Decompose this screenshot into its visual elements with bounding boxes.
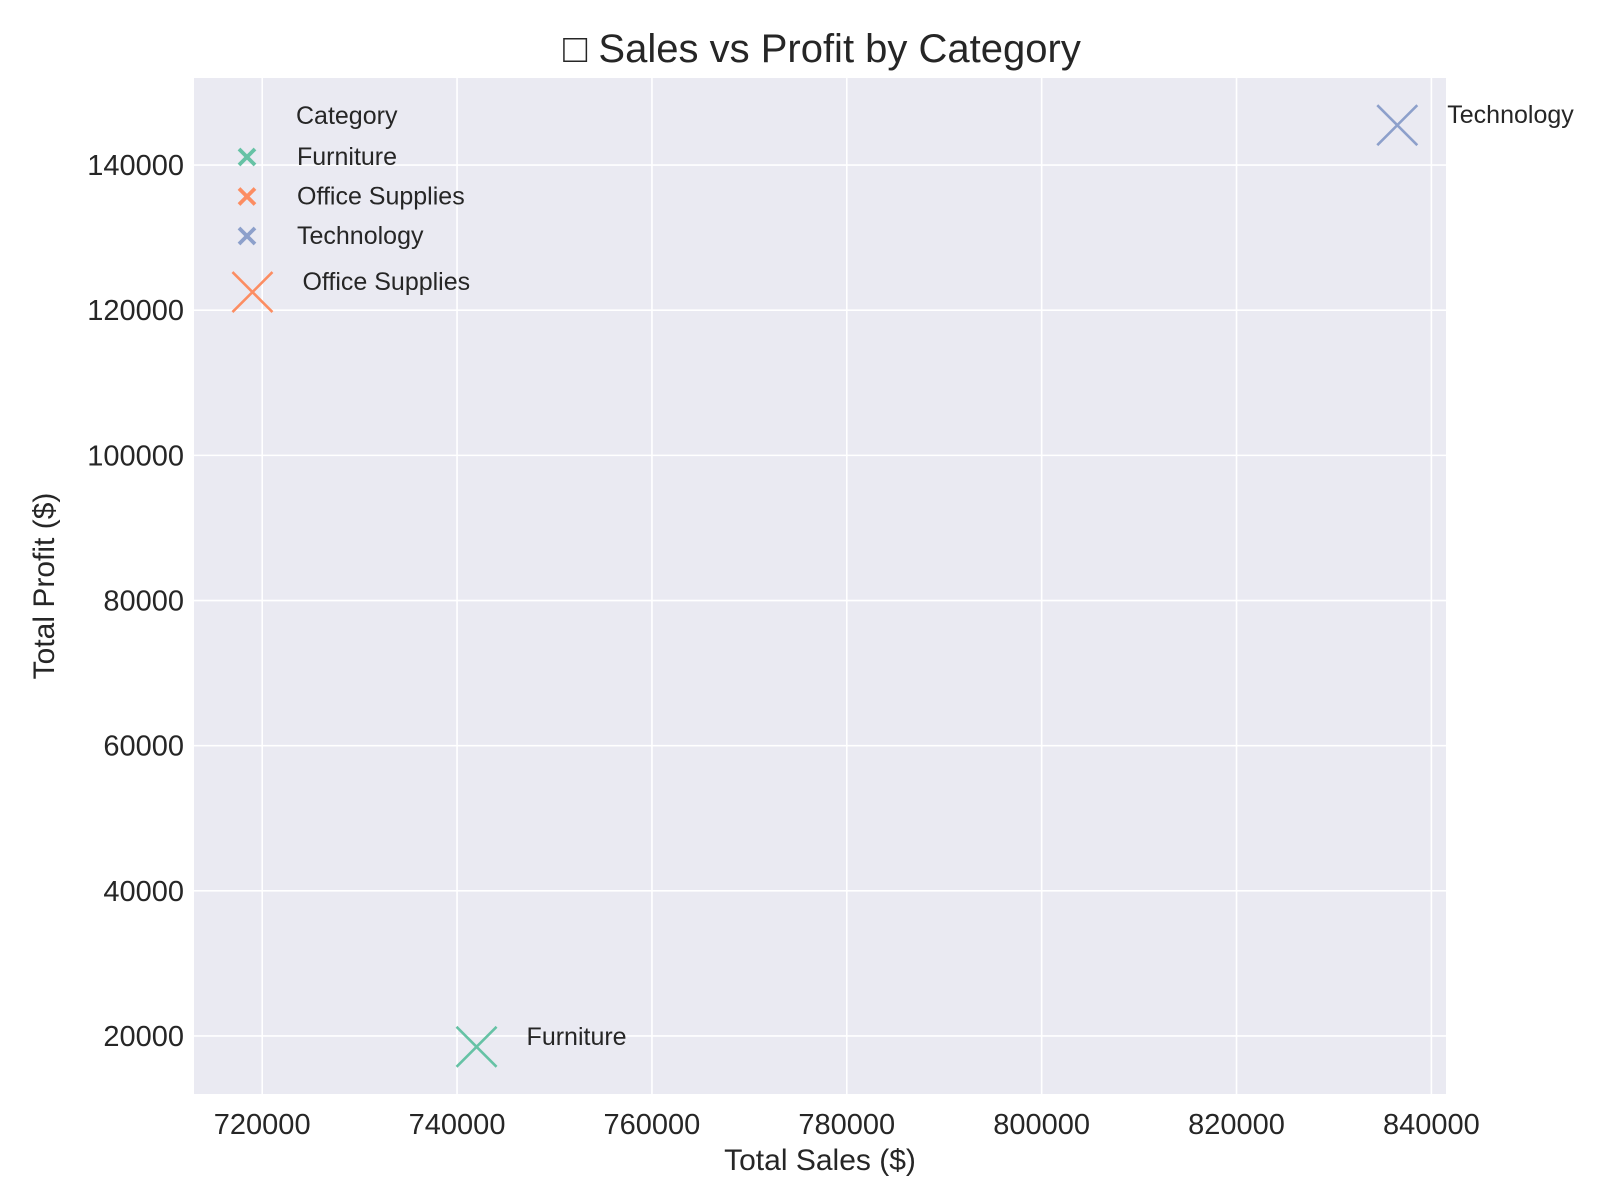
y-tick-label: 140000 bbox=[87, 150, 184, 182]
legend-title: Category bbox=[296, 102, 398, 130]
data-point-furniture bbox=[455, 1025, 498, 1068]
legend: Category Furniture Office Supplies Technol… bbox=[237, 102, 465, 250]
x-tick-label: 760000 bbox=[604, 1109, 701, 1141]
legend-marker bbox=[237, 226, 257, 246]
x-tick-label: 820000 bbox=[1188, 1109, 1285, 1141]
x-axis-label: Total Sales ($) bbox=[724, 1144, 916, 1177]
plot-area bbox=[194, 78, 1446, 1094]
y-tick-label: 120000 bbox=[87, 295, 184, 327]
point-label: Furniture bbox=[527, 1023, 627, 1051]
x-tick-label: 780000 bbox=[798, 1109, 895, 1141]
x-tick-label: 720000 bbox=[214, 1109, 311, 1141]
y-axis-label: Total Profit ($) bbox=[28, 493, 61, 680]
legend-marker bbox=[237, 187, 257, 206]
point-label: Office Supplies bbox=[302, 268, 470, 296]
legend-entry-label: Technology bbox=[297, 222, 424, 250]
x-tick-label: 740000 bbox=[409, 1109, 506, 1141]
legend-entry-label: Office Supplies bbox=[297, 183, 465, 211]
y-tick-label: 60000 bbox=[103, 731, 184, 763]
legend-entry-label: Furniture bbox=[297, 143, 397, 171]
data-point-office-supplies bbox=[231, 271, 274, 314]
y-tick-label: 80000 bbox=[103, 586, 184, 618]
y-tick-label: 40000 bbox=[103, 876, 184, 908]
chart-title: □ Sales vs Profit by Category bbox=[563, 27, 1081, 71]
point-label: Technology bbox=[1447, 101, 1574, 129]
y-tick-label: 20000 bbox=[103, 1021, 184, 1053]
grid-lines bbox=[194, 78, 1446, 1094]
legend-marker bbox=[237, 147, 257, 167]
data-points: Furniture Office Supplies Technology bbox=[231, 101, 1574, 1068]
data-point-technology bbox=[1376, 104, 1419, 147]
y-axis-ticks: 20000 40000 60000 80000 100000 120000 140000 bbox=[87, 150, 184, 1053]
x-tick-label: 800000 bbox=[993, 1109, 1090, 1141]
x-tick-label: 840000 bbox=[1383, 1109, 1480, 1141]
y-tick-label: 100000 bbox=[87, 440, 184, 472]
x-axis-ticks: 720000 740000 760000 780000 800000 820000 8400… bbox=[214, 1109, 1480, 1141]
